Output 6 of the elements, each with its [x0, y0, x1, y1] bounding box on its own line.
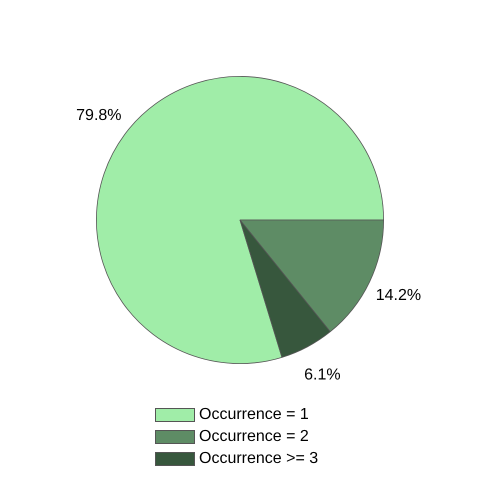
data-label: 6.1%	[304, 366, 341, 384]
legend-label: Occurrence >= 3	[199, 450, 318, 468]
data-label: 14.2%	[376, 287, 422, 304]
data-label: 79.8%	[76, 106, 122, 124]
legend-label: Occurrence = 2	[199, 428, 309, 446]
legend-label: Occurrence = 1	[199, 406, 309, 424]
